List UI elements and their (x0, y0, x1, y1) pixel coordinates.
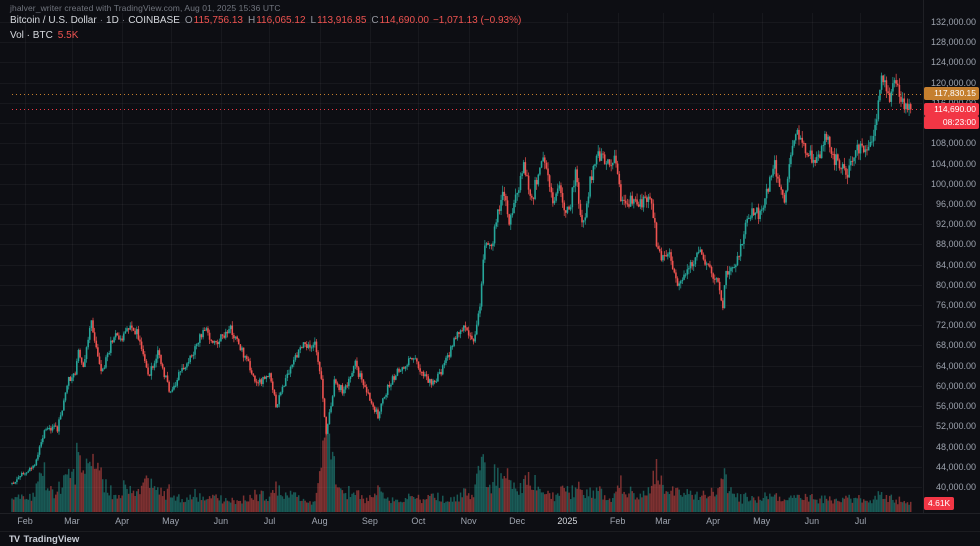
ohlc-open: O115,756.13 (185, 15, 243, 26)
price-tick-label: 52,000.00 (935, 421, 976, 432)
time-tick-label: Jun (804, 516, 820, 526)
close-label: C (371, 15, 379, 26)
high-label: H (247, 15, 256, 26)
interval-label[interactable]: 1D (106, 15, 119, 26)
price-tick-label: 104,000.00 (930, 158, 976, 169)
open-label: O (184, 15, 193, 26)
time-tick-label: May (753, 516, 771, 526)
time-tick-label: Oct (411, 516, 426, 526)
time-tick-label: Jul (263, 516, 276, 526)
price-tick-label: 124,000.00 (930, 57, 976, 68)
time-scale[interactable]: Feb Mar Apr May Jun Jul Aug Sep Oct Nov Dec 2025 Feb… (0, 514, 922, 530)
time-tick-label: Jun (213, 516, 229, 526)
price-tick-label: 84,000.00 (935, 259, 976, 270)
legend-volume-row: Vol · BTC 5.5K (10, 30, 521, 43)
price-tick-label: 72,000.00 (935, 320, 976, 331)
time-tick-label: Apr (115, 516, 130, 526)
time-tick-label: Jul (854, 516, 867, 526)
price-tick-label: 100,000.00 (930, 178, 976, 189)
price-tick-label: 108,000.00 (930, 138, 976, 149)
time-tick-label: Apr (706, 516, 721, 526)
ohlc-low: L113,916.85 (311, 15, 367, 26)
price-tick-label: 68,000.00 (935, 340, 976, 351)
time-tick-label: Feb (17, 516, 33, 526)
price-line-badge[interactable]: 117,830.15 (924, 87, 979, 101)
separator-dot: · (99, 15, 104, 26)
time-tick-label: Aug (311, 516, 328, 526)
time-tick-label: Mar (655, 516, 671, 526)
time-tick-label: Feb (609, 516, 626, 526)
chart-legend: Bitcoin / U.S. Dollar · 1D · COINBASE O115,75… (10, 15, 521, 42)
time-tick-label: 2025 (557, 516, 578, 526)
symbol-name[interactable]: Bitcoin / U.S. Dollar (10, 15, 97, 26)
price-tick-label: 128,000.00 (930, 37, 976, 48)
price-tick-label: 116,000.00 (932, 98, 976, 108)
ohlc-high: H116,065.12 (248, 15, 306, 26)
time-tick-label: Dec (509, 516, 526, 526)
exchange-label[interactable]: COINBASE (128, 15, 180, 26)
price-tick-label: 64,000.00 (935, 360, 976, 371)
price-tick-label: 60,000.00 (935, 380, 976, 391)
time-tick-label: Mar (64, 516, 80, 526)
separator-dot: · (121, 15, 126, 26)
price-tick-label: 56,000.00 (935, 401, 976, 412)
footer-bar: TV TradingView (0, 531, 980, 546)
ohlc-close: C114,690.00 (371, 15, 429, 26)
price-tick-label: 88,000.00 (935, 239, 976, 250)
price-tick-label: 44,000.00 (935, 461, 976, 472)
high-value: 116,065.12 (256, 15, 306, 26)
price-tick-label: 40,000.00 (935, 482, 976, 492)
price-tick-label: 76,000.00 (935, 300, 976, 311)
time-tick-label: Nov (460, 516, 477, 526)
bar-countdown-badge: 08:23:00 (924, 116, 979, 130)
price-tick-label: 120,000.00 (930, 77, 976, 88)
tradingview-logo-text[interactable]: TradingView (23, 533, 80, 545)
close-value: 114,690.00 (379, 15, 429, 26)
low-value: 113,916.85 (317, 15, 367, 26)
price-tick-label: 92,000.00 (935, 219, 976, 230)
time-tick-label: May (162, 516, 180, 526)
low-label: L (310, 15, 317, 26)
last-price-badge: 114,690.00 (924, 102, 979, 116)
volume-axis-badge: 4.61K (924, 497, 955, 510)
change-value: −1,071.13 (−0.93%) (432, 15, 522, 26)
open-value: 115,756.13 (193, 15, 243, 26)
price-tick-label: 96,000.00 (935, 198, 976, 209)
price-tick-label: 132,000.00 (930, 17, 976, 27)
legend-symbol-row: Bitcoin / U.S. Dollar · 1D · COINBASE O115,75… (10, 15, 521, 28)
volume-label[interactable]: Vol · BTC (10, 29, 53, 41)
tradingview-logo-icon[interactable]: TV (9, 534, 20, 544)
price-tick-label: 80,000.00 (935, 279, 976, 290)
price-tick-label: 48,000.00 (935, 441, 976, 452)
volume-value: 5.5K (57, 29, 79, 41)
price-scale[interactable]: 117,830.15 114,690.00 08:23:00 4.61K 132… (923, 0, 980, 513)
creation-note: jhalver_writer created with TradingView.… (10, 3, 281, 13)
time-tick-label: Sep (361, 516, 378, 526)
